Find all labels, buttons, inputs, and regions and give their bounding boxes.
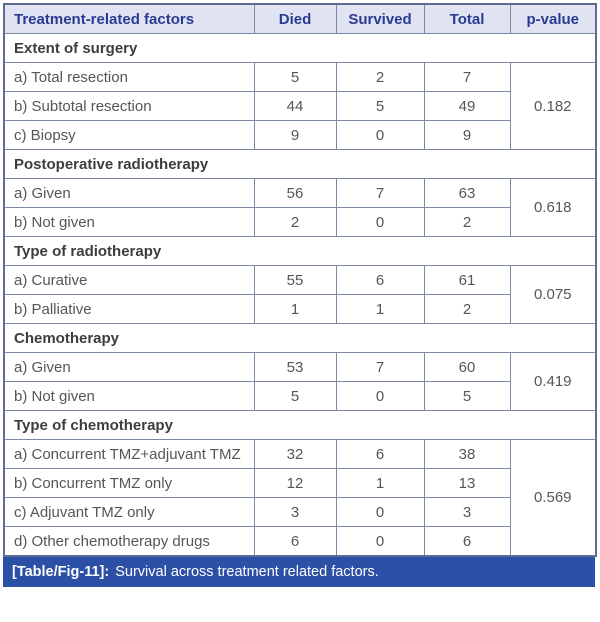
died-value: 9 [253, 120, 337, 150]
factor-label: b) Not given [3, 381, 255, 411]
survived-value: 1 [335, 468, 425, 498]
data-row: a) Curative 55 6 61 0.075 [3, 265, 597, 324]
died-value: 3 [253, 497, 337, 527]
data-row: b) Not given 2 0 2 [3, 207, 596, 237]
data-row: b) Subtotal resection 44 5 49 [3, 91, 596, 121]
data-row: d) Other chemotherapy drugs 6 0 6 [3, 526, 596, 557]
factor-label: b) Subtotal resection [3, 91, 255, 121]
data-row: b) Concurrent TMZ only 12 1 13 [3, 468, 596, 498]
data-row: b) Not given 5 0 5 [3, 381, 596, 411]
died-value: 53 [253, 352, 337, 382]
died-value: 56 [253, 178, 337, 208]
survived-value: 7 [335, 352, 425, 382]
data-row: a) Given 56 7 63 0.618 [3, 178, 597, 237]
factor-label: a) Given [3, 352, 255, 382]
section-row: Type of chemotherapy [3, 410, 597, 440]
died-value: 2 [253, 207, 337, 237]
data-row: c) Adjuvant TMZ only 3 0 3 [3, 497, 596, 527]
header-row: Treatment-related factors Died Survived … [3, 3, 597, 34]
factor-label: c) Biopsy [3, 120, 255, 150]
survived-value: 0 [335, 497, 425, 527]
treatment-factors-table: Treatment-related factors Died Survived … [3, 3, 597, 557]
section-row: Extent of surgery [3, 33, 597, 63]
survived-value: 0 [335, 381, 425, 411]
died-value: 55 [253, 265, 337, 295]
died-value: 5 [253, 381, 337, 411]
p-value-cell: 0.618 [509, 178, 597, 237]
p-value-cell: 0.419 [509, 352, 597, 411]
p-value-cell: 0.182 [509, 62, 597, 150]
p-value-cell: 0.075 [509, 265, 597, 324]
survived-value: 0 [335, 526, 425, 557]
died-value: 12 [253, 468, 337, 498]
section-title: Chemotherapy [3, 323, 597, 353]
section-row: Postoperative radiotherapy [3, 149, 597, 179]
died-value: 44 [253, 91, 337, 121]
survived-value: 5 [335, 91, 425, 121]
column-header-died: Died [253, 3, 337, 34]
total-value: 5 [423, 381, 511, 411]
total-value: 60 [423, 352, 511, 382]
total-value: 13 [423, 468, 511, 498]
factor-label: a) Concurrent TMZ+adjuvant TMZ [3, 439, 255, 469]
section-title: Type of chemotherapy [3, 410, 597, 440]
survived-value: 6 [335, 265, 425, 295]
total-value: 38 [423, 439, 511, 469]
factor-label: b) Concurrent TMZ only [3, 468, 255, 498]
factor-label: d) Other chemotherapy drugs [3, 526, 255, 557]
data-row: a) Concurrent TMZ+adjuvant TMZ 32 6 38 0.569 [3, 439, 597, 557]
total-value: 63 [423, 178, 511, 208]
data-row: b) Palliative 1 1 2 [3, 294, 596, 324]
total-value: 2 [423, 207, 511, 237]
data-row: c) Biopsy 9 0 9 [3, 120, 596, 150]
died-value: 5 [253, 62, 337, 92]
data-row: a) Given 53 7 60 0.419 [3, 352, 597, 411]
factor-label: b) Palliative [3, 294, 255, 324]
survived-value: 0 [335, 207, 425, 237]
column-header-total: Total [423, 3, 511, 34]
survived-value: 0 [335, 120, 425, 150]
section-row: Chemotherapy [3, 323, 597, 353]
survived-value: 7 [335, 178, 425, 208]
data-row: a) Total resection 5 2 7 0.182 [3, 62, 597, 150]
total-value: 9 [423, 120, 511, 150]
factor-label: c) Adjuvant TMZ only [3, 497, 255, 527]
table-figure: Treatment-related factors Died Survived … [3, 3, 597, 587]
died-value: 32 [253, 439, 337, 469]
caption-tag: [Table/Fig-11]: [12, 564, 110, 580]
column-header-survived: Survived [335, 3, 425, 34]
total-value: 3 [423, 497, 511, 527]
factor-label: b) Not given [3, 207, 255, 237]
died-value: 6 [253, 526, 337, 557]
total-value: 2 [423, 294, 511, 324]
survived-value: 2 [335, 62, 425, 92]
total-value: 6 [423, 526, 511, 557]
section-title: Postoperative radiotherapy [3, 149, 597, 179]
survived-value: 1 [335, 294, 425, 324]
column-header-factors: Treatment-related factors [3, 3, 255, 34]
factor-label: a) Total resection [3, 62, 255, 92]
section-row: Type of radiotherapy [3, 236, 597, 266]
total-value: 7 [423, 62, 511, 92]
table-caption: [Table/Fig-11]: Survival across treatmen… [3, 557, 595, 587]
died-value: 1 [253, 294, 337, 324]
section-title: Extent of surgery [3, 33, 597, 63]
factor-label: a) Given [3, 178, 255, 208]
total-value: 61 [423, 265, 511, 295]
p-value-cell: 0.569 [509, 439, 597, 557]
total-value: 49 [423, 91, 511, 121]
caption-text: Survival across treatment related factor… [115, 564, 379, 580]
section-title: Type of radiotherapy [3, 236, 597, 266]
factor-label: a) Curative [3, 265, 255, 295]
column-header-p-value: p-value [509, 3, 597, 34]
survived-value: 6 [335, 439, 425, 469]
